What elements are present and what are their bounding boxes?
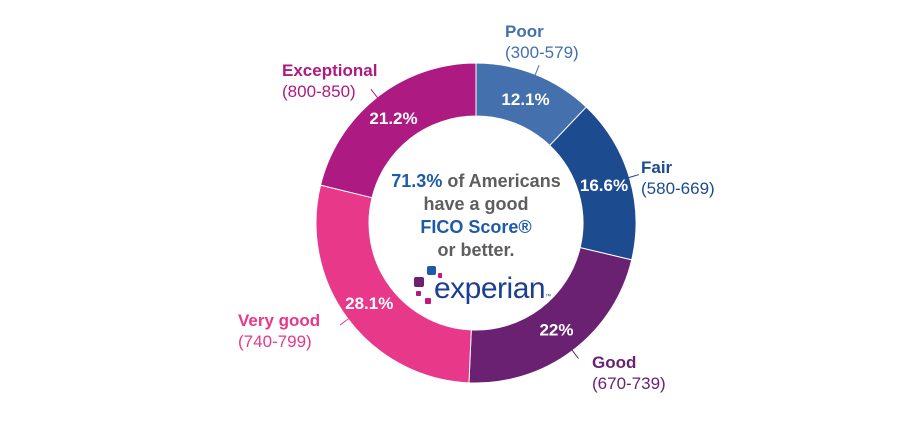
- leader-line: [370, 89, 379, 100]
- range-label: (800-850): [282, 82, 356, 101]
- value-label: 16.6%: [580, 176, 628, 195]
- leader-line: [627, 174, 640, 179]
- category-label: Good: [592, 353, 637, 372]
- value-label: 12.1%: [501, 90, 549, 109]
- leader-line: [534, 64, 540, 77]
- range-label: (740-799): [238, 332, 312, 351]
- category-label: Fair: [641, 158, 673, 177]
- slice-very-good: [315, 184, 472, 384]
- center-line: have a good: [423, 194, 529, 214]
- center-line: FICO Score®: [420, 217, 532, 237]
- range-label: (580-669): [641, 179, 715, 198]
- label-exceptional: Exceptional (800-850): [282, 60, 377, 102]
- range-label: (300-579): [505, 43, 579, 62]
- value-label: 28.1%: [345, 294, 393, 313]
- value-label: 21.2%: [369, 109, 417, 128]
- category-label: Exceptional: [282, 61, 378, 80]
- leader-line: [570, 348, 579, 359]
- center-line: of Americans: [442, 171, 561, 191]
- center-text: 71.3% of Americans have a good FICO Scor…: [371, 170, 581, 262]
- label-poor: Poor (300-579): [505, 21, 579, 63]
- label-fair: Fair (580-669): [641, 157, 715, 199]
- category-label: Poor: [505, 22, 544, 41]
- category-label: Very good: [238, 311, 321, 330]
- highlight-percent: 71.3%: [391, 171, 443, 191]
- value-label: 22%: [539, 321, 573, 340]
- label-very-good: Very good (740-799): [238, 310, 320, 352]
- logo-text: experian: [434, 272, 546, 305]
- range-label: (670-739): [592, 374, 666, 393]
- label-good: Good (670-739): [592, 352, 666, 394]
- leader-line: [339, 317, 350, 326]
- center-line: or better.: [437, 240, 515, 260]
- slice-exceptional: [319, 62, 477, 199]
- experian-logo: experian™: [434, 272, 551, 306]
- logo-tm: ™: [545, 294, 551, 300]
- experian-logo-icon: [414, 266, 442, 304]
